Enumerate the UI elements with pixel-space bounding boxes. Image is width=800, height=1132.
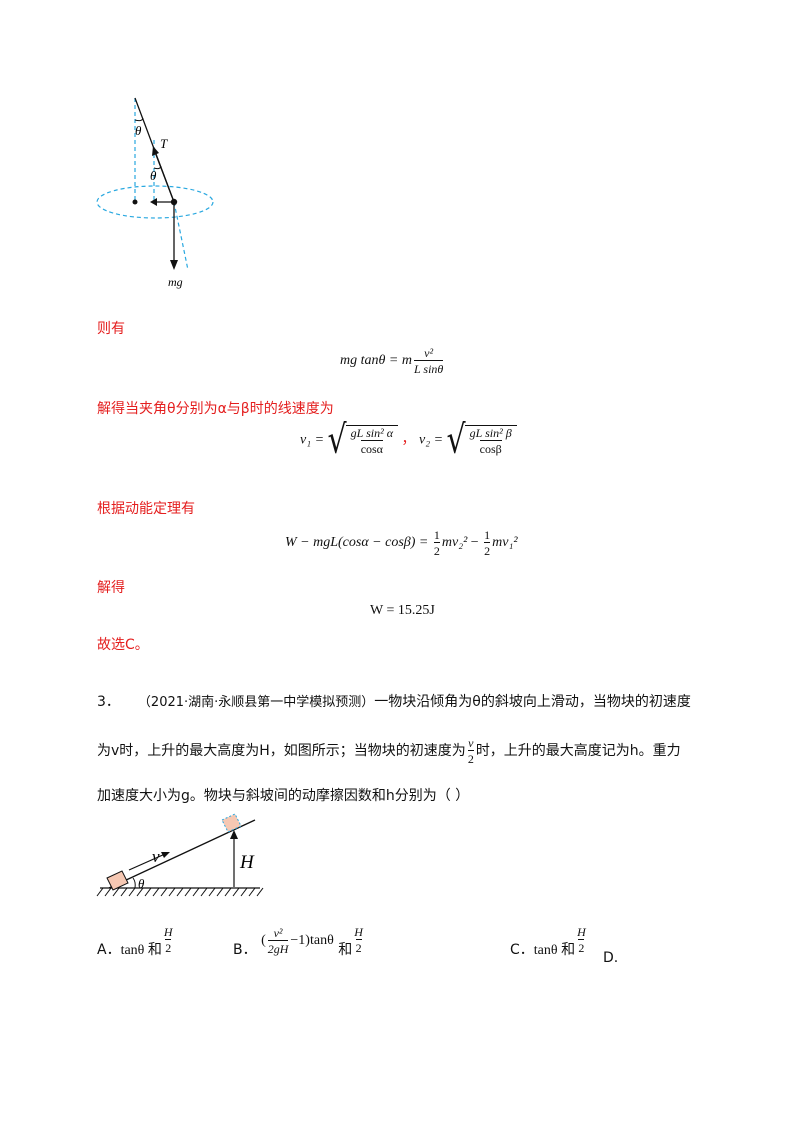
theta-label-top: θ — [135, 123, 142, 138]
solution-line-4: 解得 — [97, 580, 125, 596]
solution-line-5: 故选C。 — [97, 637, 149, 653]
solution-line-2: 解得当夹角θ分别为α与β时的线速度为 — [97, 401, 334, 417]
equation-2: v₁ = √ gL sin² α cosα ， v₂ = √ gL sin² β cos… — [300, 420, 517, 459]
angle-label: θ — [138, 876, 145, 891]
question-source: （2021·湖南·永顺县第一中学模拟预测） — [137, 695, 375, 710]
question-number: 3． — [97, 694, 120, 710]
incline-figure: v θ H — [96, 813, 264, 897]
question-line-2: 为v时，上升的最大高度为H，如图所示；当物块的初速度为 v 2 时，上升的最大高度记为… — [97, 736, 681, 766]
equation-1: mg tanθ = m v² L sinθ — [340, 346, 444, 376]
question-line-3: 加速度大小为g。物块与斜坡间的动摩擦因数和h分别为（ ） — [97, 788, 470, 804]
solution-line-1: 则有 — [97, 321, 125, 337]
tension-label: T — [160, 136, 168, 151]
height-label: H — [239, 852, 255, 873]
conical-pendulum-figure: θ T θ mg — [96, 97, 214, 289]
equation-4: W = 15.25J — [370, 603, 435, 618]
theta-label-mid: θ — [150, 168, 157, 183]
velocity-label: v — [152, 847, 160, 866]
option-d[interactable]: D. — [603, 950, 619, 966]
weight-label: mg — [168, 275, 183, 289]
question-line-1: 3． （2021·湖南·永顺县第一中学模拟预测）一物块沿倾角为θ的斜坡向上滑动，当… — [97, 692, 717, 713]
equation-3: W − mgL(cosα − cosβ) = 1 2 mv₂² − 1 2 mv₁² — [285, 528, 518, 558]
solution-line-3: 根据动能定理有 — [97, 501, 195, 517]
question-text-1: 一物块沿倾角为θ的斜坡向上滑动，当物块的初速度 — [374, 694, 691, 710]
